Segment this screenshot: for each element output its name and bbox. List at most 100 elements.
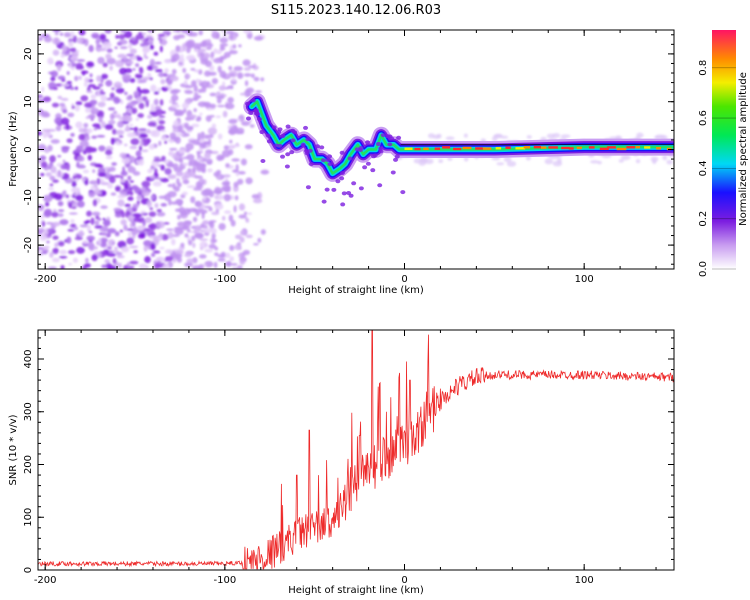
noise-blob [199, 177, 204, 184]
noise-blob [167, 199, 172, 206]
noise-blob [526, 135, 532, 139]
noise-blob [463, 133, 468, 138]
noise-blob [129, 222, 134, 229]
noise-blob [84, 38, 89, 47]
noise-blob [43, 210, 52, 218]
noise-blob [225, 30, 235, 35]
noise-blob [188, 160, 192, 167]
noise-blob [228, 50, 238, 55]
noise-blob [146, 129, 151, 134]
noise-blob [66, 236, 72, 244]
noise-blob [666, 159, 673, 165]
noise-blob [115, 129, 125, 136]
snr-background [38, 330, 674, 570]
noise-blob [157, 33, 166, 37]
noise-blob [234, 195, 239, 201]
colorbar-tick-label: 0.0 [698, 261, 709, 277]
noise-blob [40, 173, 45, 177]
noise-blob [115, 251, 123, 256]
noise-blob [238, 171, 246, 175]
noise-blob [140, 138, 150, 147]
snr-frame [37, 329, 675, 571]
noise-blob [52, 257, 60, 263]
noise-blob [118, 39, 128, 45]
noise-blob [89, 73, 93, 78]
noise-blob [243, 211, 248, 216]
noise-blob [118, 33, 126, 40]
spectrogram-ytick-label: -20 [23, 237, 34, 253]
trace-blob [271, 125, 277, 130]
noise-blob [174, 30, 182, 33]
noise-blob [159, 45, 163, 53]
noise-blob [57, 75, 66, 80]
noise-blob [118, 140, 123, 144]
noise-blob [51, 211, 59, 218]
noise-blob [154, 105, 162, 110]
noise-blob [191, 80, 197, 88]
noise-blob [175, 208, 182, 212]
snr-ticks: -200 -100 0 100 0 100 200 300 400 [23, 330, 674, 586]
noise-blob [144, 256, 151, 264]
noise-blob [228, 65, 233, 71]
trace-blob [305, 137, 311, 142]
noise-blob [150, 167, 157, 170]
trace-blob [324, 187, 330, 192]
noise-blob [75, 65, 85, 70]
noise-blob [45, 172, 52, 177]
noise-blob [93, 127, 98, 131]
noise-blob [229, 139, 233, 144]
noise-blob [191, 97, 199, 101]
noise-blob [123, 264, 129, 269]
trace-peak [442, 146, 451, 149]
noise-blob [213, 171, 220, 177]
noise-blob [74, 86, 78, 91]
noise-blob [128, 43, 133, 50]
noise-blob [153, 156, 161, 160]
noise-blob [101, 73, 108, 80]
noise-blob [133, 226, 137, 232]
noise-blob [118, 135, 124, 138]
noise-blob [59, 32, 64, 36]
noise-blob [50, 166, 57, 174]
noise-blob [418, 160, 426, 166]
noise-blob [137, 113, 145, 118]
noise-blob [138, 263, 148, 269]
noise-blob [103, 219, 111, 227]
noise-blob [160, 203, 168, 207]
trace-peak [616, 147, 627, 151]
noise-blob [199, 241, 208, 249]
noise-blob [137, 233, 145, 239]
noise-blob [84, 145, 93, 154]
noise-blob [92, 199, 98, 207]
noise-blob [151, 252, 156, 257]
noise-blob [260, 169, 270, 175]
noise-blob [52, 235, 59, 240]
noise-blob [107, 228, 117, 234]
noise-blob [78, 127, 88, 133]
noise-blob [177, 221, 186, 227]
noise-blob [186, 153, 195, 161]
noise-blob [192, 166, 196, 174]
noise-blob [127, 175, 132, 181]
trace-peak [568, 147, 574, 150]
noise-blob [45, 131, 52, 137]
noise-blob [166, 228, 175, 231]
snr-xtick-label: -100 [213, 575, 236, 586]
spectrogram-ytick-label: 10 [23, 95, 34, 108]
noise-blob [104, 259, 111, 264]
noise-blob [91, 254, 98, 261]
noise-blob [154, 202, 159, 209]
noise-blob [98, 116, 103, 123]
noise-blob [136, 56, 143, 62]
noise-blob [126, 102, 136, 108]
noise-blob [158, 140, 162, 146]
noise-blob [66, 163, 70, 172]
noise-blob [38, 109, 42, 116]
snr-ytick-label: 0 [23, 567, 34, 573]
noise-blob [48, 266, 57, 269]
noise-blob [210, 228, 217, 234]
noise-blob [61, 146, 69, 153]
noise-blob [52, 221, 61, 227]
noise-blob [49, 183, 54, 187]
